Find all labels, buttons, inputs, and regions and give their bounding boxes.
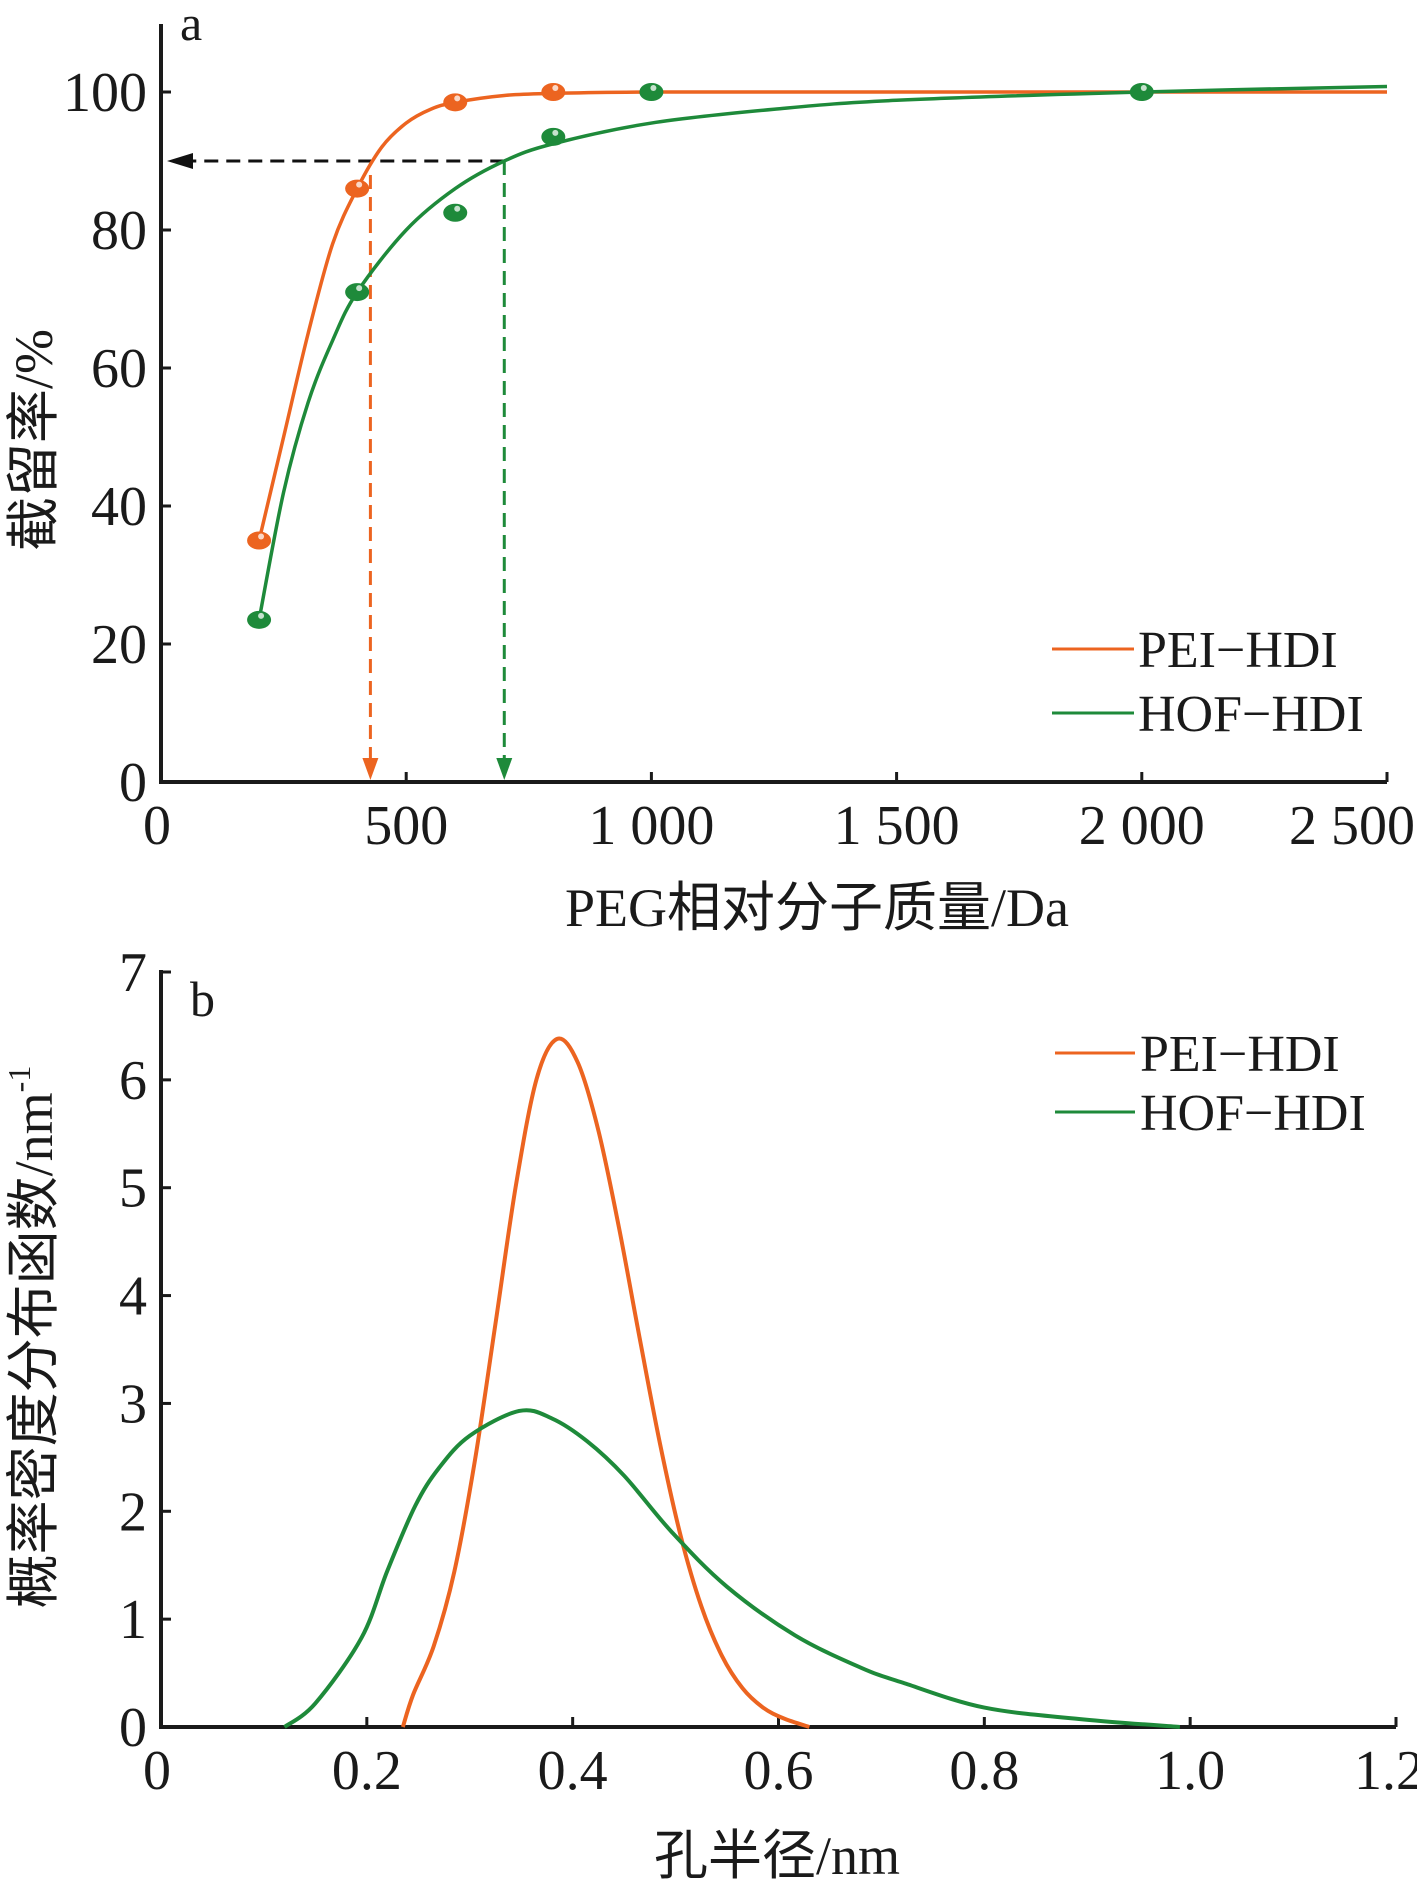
data-point-highlight <box>454 205 461 212</box>
legend-label-hof: HOF−HDI <box>1138 686 1364 743</box>
y-tick-label-a: 100 <box>63 62 147 124</box>
y-axis-title-b: 概率密度分布函数/nm-1 <box>1 1066 64 1609</box>
data-point-pei <box>247 531 272 550</box>
y-axis-title-b-superscript: -1 <box>1 1066 37 1093</box>
y-tick-label-a: 0 <box>119 752 147 814</box>
panel-label-b: b <box>190 971 215 1027</box>
y-tick-label-b: 3 <box>119 1373 147 1435</box>
data-point-hof <box>247 610 272 629</box>
fit-curve-hof <box>257 84 1388 621</box>
y-tick-label-a: 80 <box>91 200 147 262</box>
x-tick-label-a: 2 000 <box>1079 795 1205 857</box>
x-tick-label-a: 2 500 <box>1289 795 1415 857</box>
y-tick-label-b: 6 <box>119 1050 147 1112</box>
data-point-hof <box>443 203 468 222</box>
y-tick-label-a: 40 <box>91 476 147 538</box>
y-axis-title-b-text: 概率密度分布函数/nm <box>4 1092 64 1608</box>
x-tick-label-a: 500 <box>364 795 448 857</box>
distribution-curve-pei <box>400 1036 811 1729</box>
x-tick-label-b: 0.8 <box>949 1740 1019 1802</box>
x-tick-label-b: 0.2 <box>332 1740 402 1802</box>
data-point-pei <box>541 83 566 101</box>
arrow-left-icon <box>167 153 193 169</box>
y-tick-label-b: 0 <box>119 1697 147 1759</box>
data-point-pei <box>443 93 468 112</box>
data-point-highlight <box>258 612 265 619</box>
data-point-highlight <box>552 85 559 91</box>
x-tick-label-a: 1 000 <box>588 795 714 857</box>
y-tick-label-b: 1 <box>119 1589 147 1651</box>
y-axis-title-a: 截留率/% <box>4 329 64 551</box>
data-point-highlight <box>258 533 265 540</box>
data-point-highlight <box>552 129 559 136</box>
data-point-highlight <box>1140 85 1147 91</box>
legend-label-pei: PEI−HDI <box>1140 1026 1340 1083</box>
y-tick-label-b: 2 <box>119 1481 147 1543</box>
arrow-down-icon <box>362 758 379 780</box>
chart-a: a PEG相对分子质量/Da 截留率/% PEI−HDI HOF−HDI 0 50… <box>4 0 1415 938</box>
x-tick-label-a: 0 <box>143 795 171 857</box>
x-axis-title-b: 孔半径/nm <box>654 1826 900 1886</box>
chart-b: b 孔半径/nm 概率密度分布函数/nm-1 PEI−HDI HOF−HDI 0… <box>1 942 1417 1886</box>
data-point-highlight <box>454 95 461 102</box>
y-tick-label-b: 4 <box>119 1266 147 1328</box>
x-tick-label-b: 0.4 <box>538 1740 608 1802</box>
x-tick-label-a: 1 500 <box>834 795 960 857</box>
legend-label-hof: HOF−HDI <box>1140 1085 1366 1142</box>
arrow-down-icon <box>496 758 513 780</box>
legend-label-pei: PEI−HDI <box>1138 622 1338 679</box>
y-tick-label-b: 7 <box>119 942 147 1004</box>
y-tick-label-b: 5 <box>119 1158 147 1220</box>
legend-a: PEI−HDI HOF−HDI <box>1052 622 1364 743</box>
x-tick-label-b: 1.0 <box>1155 1740 1225 1802</box>
x-tick-label-b: 0.6 <box>744 1740 814 1802</box>
y-tick-label-a: 20 <box>91 614 147 676</box>
fit-curve-pei <box>257 90 1387 541</box>
data-point-highlight <box>650 85 657 91</box>
distribution-curve-hof <box>283 1408 1181 1729</box>
data-point-highlight <box>356 285 363 292</box>
x-tick-label-b: 0 <box>143 1740 171 1802</box>
y-tick-label-a: 60 <box>91 338 147 400</box>
data-point-pei <box>345 179 370 198</box>
data-point-hof <box>1129 83 1154 101</box>
x-tick-label-b: 1.2 <box>1354 1740 1417 1802</box>
data-point-hof <box>541 127 566 146</box>
data-point-highlight <box>356 181 363 188</box>
data-point-hof <box>345 283 370 302</box>
panel-label-a: a <box>180 0 202 51</box>
legend-b: PEI−HDI HOF−HDI <box>1055 1026 1366 1142</box>
x-axis-title-a: PEG相对分子质量/Da <box>565 878 1069 938</box>
data-point-hof <box>639 83 664 101</box>
